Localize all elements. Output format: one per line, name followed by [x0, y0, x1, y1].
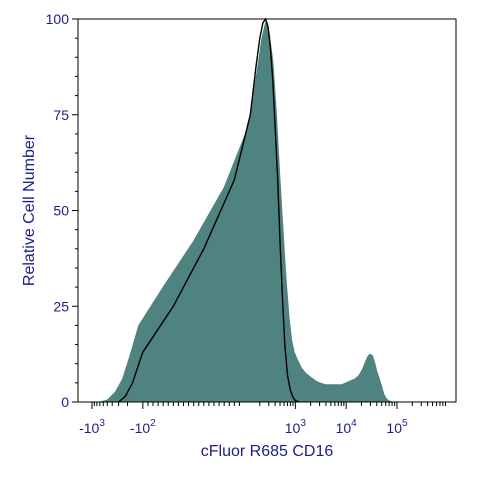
series-filled-histogram	[99, 21, 393, 403]
x-tick-label: 103	[285, 418, 307, 436]
x-axis-title: cFluor R685 CD16	[201, 443, 334, 460]
x-tick-label: -102	[130, 418, 156, 436]
y-tick-label: 0	[61, 394, 69, 410]
x-tick-label: 104	[336, 418, 358, 436]
y-tick-label: 25	[53, 298, 69, 314]
y-axis-title: Relative Cell Number	[21, 134, 38, 286]
series-line-histogram	[118, 17, 300, 403]
x-tick-label: -103	[79, 418, 105, 436]
y-tick-label: 50	[53, 203, 69, 219]
y-tick-label: 100	[46, 11, 70, 27]
y-tick-label: 75	[53, 107, 69, 123]
x-tick-label: 105	[386, 418, 408, 436]
